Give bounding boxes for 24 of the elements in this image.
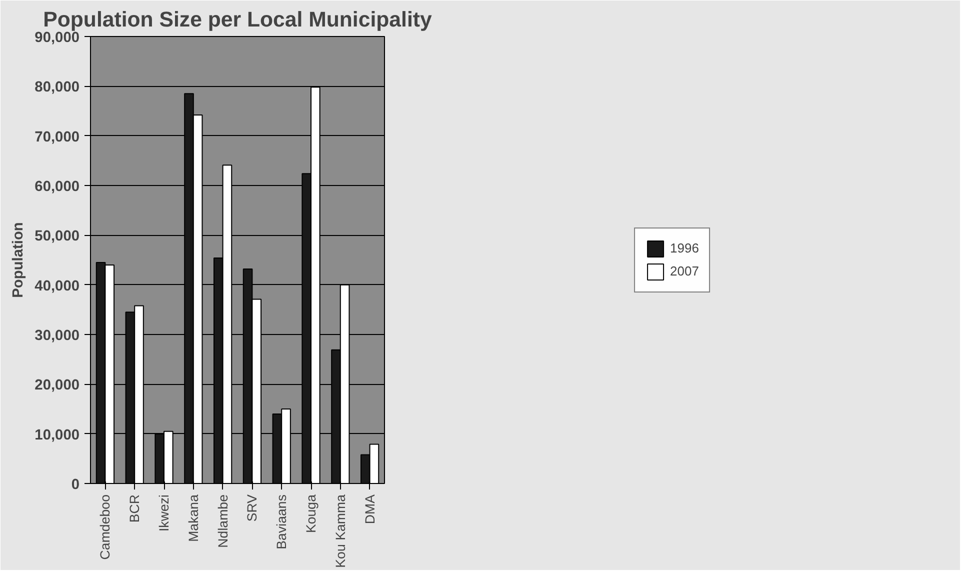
chart-title: Population Size per Local Municipality: [43, 8, 432, 32]
x-tick-label: BCR: [127, 494, 142, 523]
y-tick-label: 80,000: [34, 80, 80, 96]
x-tick-label: DMA: [362, 494, 378, 524]
y-tick-label: 0: [71, 477, 80, 493]
y-tick-label: 70,000: [34, 129, 80, 146]
y-tick-label: 60,000: [34, 179, 80, 195]
y-tick-label: 20,000: [34, 378, 80, 394]
x-tick-label: Makana: [186, 494, 201, 542]
x-tick-label: Kouga: [304, 494, 318, 534]
legend-label: 2007: [670, 264, 699, 278]
x-tick-label: Camdeboo: [98, 494, 113, 560]
y-tick-label: 90,000: [34, 30, 80, 46]
x-tick-label: SRV: [244, 494, 260, 522]
y-axis-title: Population: [10, 222, 27, 298]
x-tick-label: Ndlambe: [215, 494, 230, 548]
x-tick-label: Baviaans: [274, 494, 290, 550]
y-tick-label: 10,000: [34, 427, 80, 444]
y-tick-label: 30,000: [34, 328, 80, 344]
legend-label: 1996: [670, 240, 699, 256]
x-tick-label: Ikwezi: [156, 494, 172, 532]
y-tick-label: 50,000: [34, 228, 80, 245]
x-tick-label: Kou Kamma: [332, 494, 348, 568]
y-tick-label: 40,000: [34, 278, 80, 294]
